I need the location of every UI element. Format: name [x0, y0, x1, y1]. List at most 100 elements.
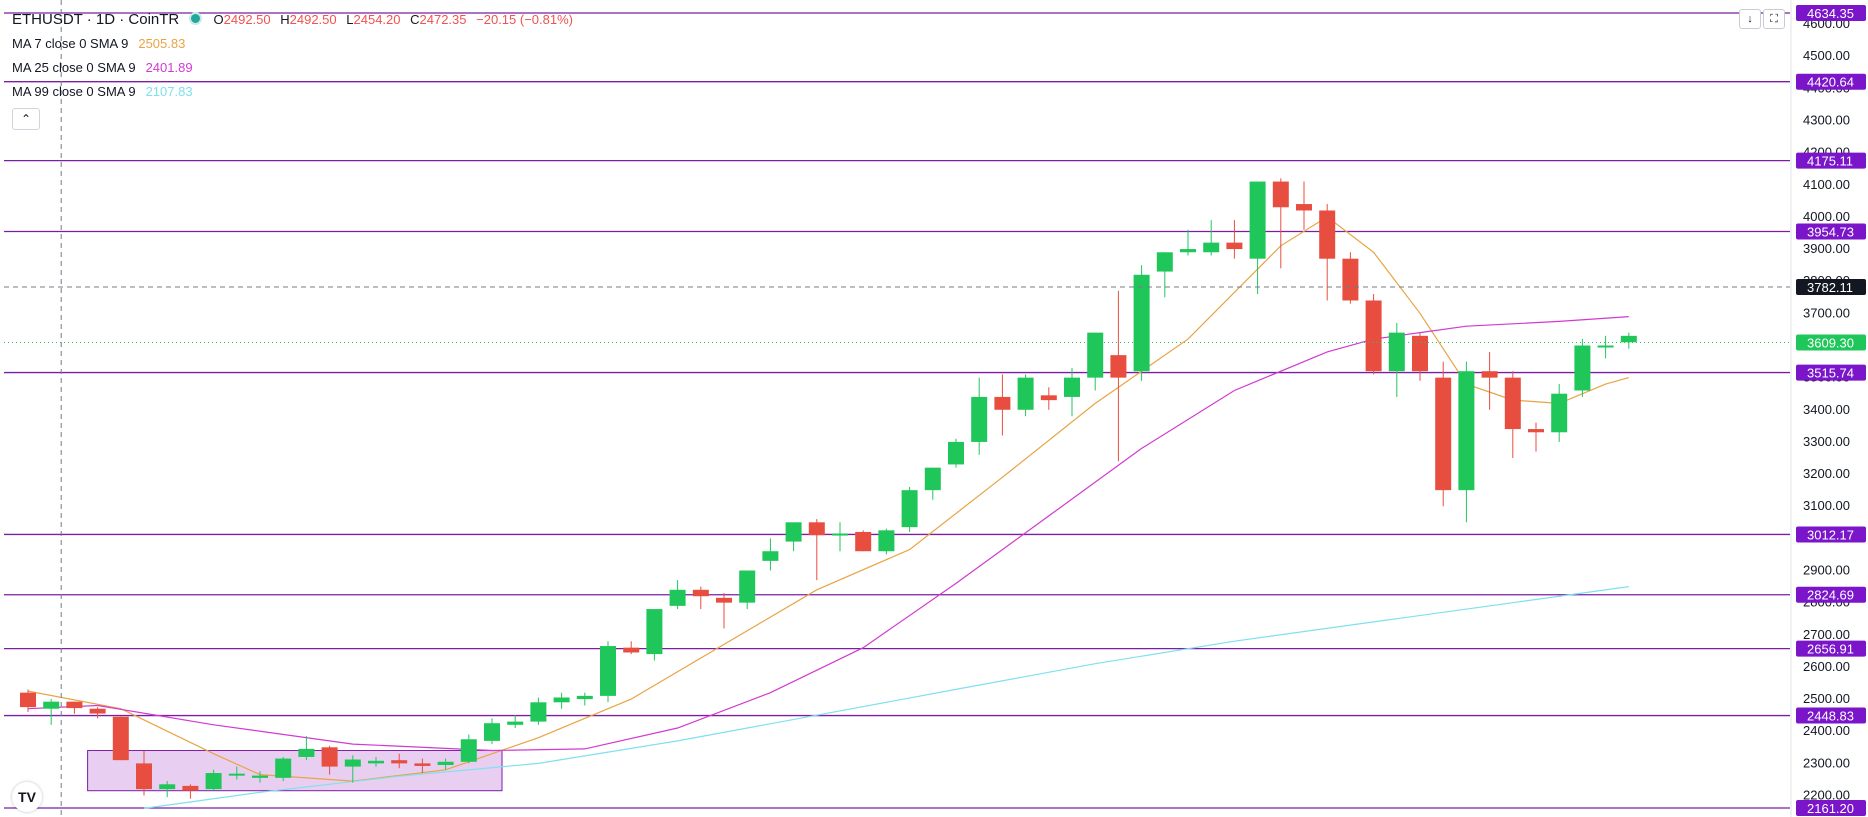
candle	[901, 486, 918, 532]
candle	[368, 756, 384, 767]
change-value: −20.15 (−0.81%)	[476, 12, 573, 27]
fullscreen-icon: ⛶	[1770, 13, 1778, 25]
candle	[530, 697, 547, 725]
crosshair	[4, 0, 1790, 817]
candle	[228, 766, 245, 780]
candle	[1203, 220, 1220, 256]
y-tick-label: 4300.00	[1803, 112, 1850, 127]
candle	[1319, 204, 1336, 301]
y-tick-label: 2400.00	[1803, 723, 1850, 738]
y-tick-label: 2900.00	[1803, 563, 1850, 578]
candle-body	[205, 773, 222, 790]
candle-body	[1064, 377, 1080, 397]
candle-body	[298, 748, 315, 757]
candle	[1110, 290, 1127, 462]
candle-body	[1574, 345, 1591, 391]
candle	[1133, 265, 1150, 381]
level-badge-bg	[1796, 223, 1866, 240]
indicator-ma25[interactable]: MA 25 close 0 SMA 9 2401.89	[12, 56, 579, 80]
candle-body	[344, 759, 361, 767]
candle-body	[321, 747, 338, 767]
indicator-value: 2505.83	[138, 36, 186, 51]
candle	[1087, 332, 1104, 391]
candle-body	[228, 773, 245, 776]
candle-body	[275, 758, 292, 778]
candle-body	[600, 646, 616, 696]
candle	[1296, 181, 1312, 230]
level-badge-label: 2656.91	[1807, 642, 1854, 657]
symbol-row: ETHUSDT · 1D · CoinTR O2492.50 H2492.50 …	[12, 8, 579, 32]
candle-body	[646, 609, 663, 655]
candle-body	[994, 396, 1011, 410]
candle	[1156, 252, 1173, 298]
candle	[1249, 181, 1266, 295]
current-price-badge-label: 3609.30	[1807, 336, 1854, 351]
candle-body	[20, 692, 36, 708]
current-price-badge-bg	[1796, 334, 1866, 351]
fullscreen-button[interactable]: ⛶	[1763, 9, 1785, 29]
level-badge-label: 4420.64	[1807, 75, 1854, 90]
y-tick-label: 3300.00	[1803, 434, 1850, 449]
collapse-legend-button[interactable]: ⌃	[12, 108, 40, 130]
candle	[460, 734, 477, 764]
ma-line-ma99	[143, 586, 1629, 809]
indicator-ma7[interactable]: MA 7 close 0 SMA 9 2505.83	[12, 32, 579, 56]
candle	[1342, 252, 1359, 304]
candle	[20, 689, 36, 712]
candle	[1481, 351, 1498, 410]
candle	[576, 692, 593, 706]
candle-body	[1551, 393, 1568, 433]
candle-body	[1226, 242, 1243, 250]
candle	[484, 718, 500, 745]
level-badge-bg	[1796, 5, 1866, 21]
candle	[321, 745, 338, 775]
candle-body	[1156, 252, 1173, 272]
candle-body	[530, 702, 547, 722]
candle	[785, 522, 802, 552]
candle-body	[1017, 377, 1034, 410]
candle-body	[112, 716, 129, 761]
candle-body	[948, 441, 964, 465]
symbol-title[interactable]: ETHUSDT · 1D · CoinTR	[12, 11, 180, 28]
low-value: 2454.20	[353, 12, 401, 27]
candle	[1504, 371, 1521, 459]
candle-body	[1296, 204, 1312, 211]
level-badge-label: 3954.73	[1807, 224, 1854, 239]
candle-body	[1180, 249, 1196, 253]
open-label: O	[213, 12, 224, 27]
candle	[878, 528, 895, 555]
candle	[553, 692, 570, 709]
candle	[89, 707, 106, 719]
candle-body	[785, 522, 802, 542]
candle-body	[762, 551, 779, 561]
candle-body	[391, 760, 408, 764]
arrow-down-icon: ↓	[1747, 13, 1753, 25]
candle	[205, 769, 222, 791]
candle	[739, 570, 756, 610]
y-tick-label: 4100.00	[1803, 177, 1850, 192]
candle-body	[1412, 335, 1428, 372]
candle-body	[1388, 332, 1405, 372]
candle-body	[576, 695, 593, 700]
candle-body	[1319, 210, 1336, 259]
candle	[252, 771, 268, 783]
y-tick-label: 2300.00	[1803, 755, 1850, 770]
candle	[716, 593, 732, 629]
indicator-label: MA 25 close 0 SMA 9	[12, 60, 136, 75]
candle	[623, 641, 640, 655]
current-price-badge: 3609.30	[1796, 334, 1866, 351]
indicator-ma99[interactable]: MA 99 close 0 SMA 9 2107.83	[12, 80, 579, 104]
candle	[1574, 339, 1591, 397]
price-axis: 2200.00 2300.00 2400.00 2500.00 2600.00 2700.…	[1790, 0, 1850, 817]
candle	[437, 758, 454, 770]
candle-body	[136, 763, 152, 790]
candle-body	[739, 570, 756, 603]
scroll-to-latest-button[interactable]: ↓	[1739, 9, 1761, 29]
level-badge-bg	[1796, 586, 1866, 603]
candle	[1272, 178, 1289, 269]
tradingview-logo-icon[interactable]: TV	[12, 782, 42, 812]
candle-body	[1203, 242, 1220, 253]
indicator-value: 2107.83	[145, 84, 193, 99]
candle	[159, 781, 176, 798]
